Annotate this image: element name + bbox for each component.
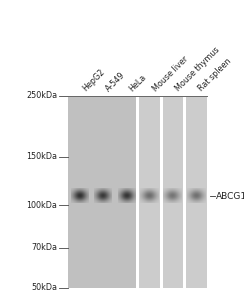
Bar <box>186 96 207 288</box>
Text: 70kDa: 70kDa <box>31 243 57 252</box>
Bar <box>139 96 161 288</box>
Text: Mouse liver: Mouse liver <box>151 54 190 93</box>
Bar <box>160 96 163 288</box>
Text: 250kDa: 250kDa <box>26 92 57 100</box>
Bar <box>136 96 139 288</box>
Text: Mouse thymus: Mouse thymus <box>174 45 222 93</box>
Text: ABCG1: ABCG1 <box>216 192 244 201</box>
Text: 150kDa: 150kDa <box>26 152 57 161</box>
Bar <box>163 96 184 288</box>
Text: Rat spleen: Rat spleen <box>197 57 234 93</box>
Bar <box>68 96 138 288</box>
Text: 100kDa: 100kDa <box>26 201 57 210</box>
Text: HepG2: HepG2 <box>81 67 107 93</box>
Bar <box>183 96 186 288</box>
Text: HeLa: HeLa <box>127 72 148 93</box>
Text: 50kDa: 50kDa <box>31 284 57 292</box>
Text: A-549: A-549 <box>104 70 127 93</box>
